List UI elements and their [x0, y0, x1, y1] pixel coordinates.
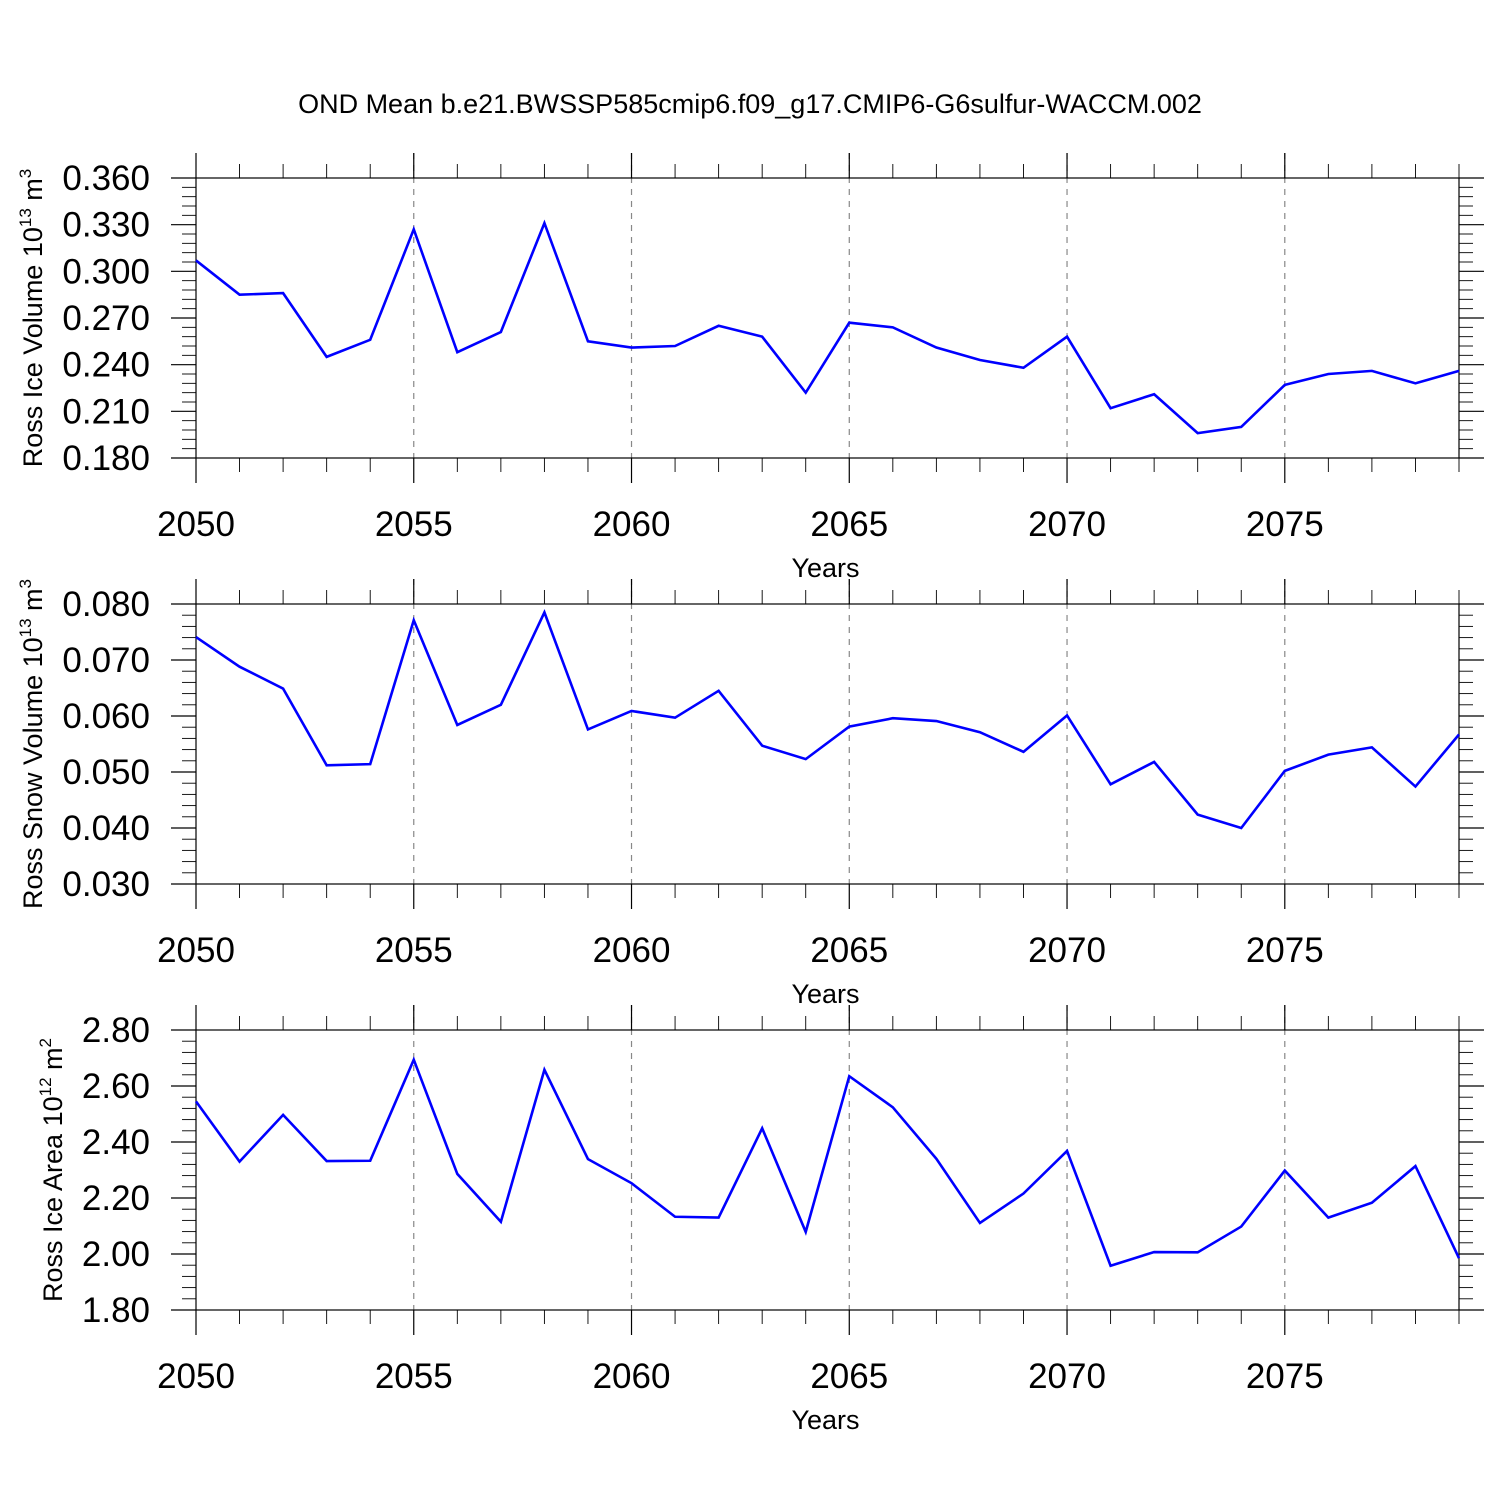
- panel3-x-tick-label-2050: 2050: [157, 1357, 235, 1396]
- panel1-x-tick-label-2065: 2065: [810, 505, 888, 544]
- panel1-series-line: [195, 219, 1460, 435]
- panel3-x-tick-label-2075: 2075: [1246, 1357, 1324, 1396]
- panel-ice-area: 2050 2055 2060 2065 2070 2075 1.80 2.00 2.20 2.40…: [36, 1005, 1484, 1435]
- panel1-plot-frame: [195, 177, 1460, 459]
- panel3-y-axis-label: Ross Ice Area 1012 m2: [36, 1038, 68, 1302]
- panel1-y-tick-label: 0.180: [62, 439, 150, 478]
- panel3-y-tick-label: 2.20: [82, 1179, 150, 1218]
- chart-title: OND Mean b.e21.BWSSP585cmip6.f09_g17.CMI…: [298, 89, 1202, 119]
- panel1-y-tick-label: 0.330: [62, 206, 150, 245]
- panel-snow-volume: 2050 2055 2060 2065 2070 2075 0.030 0.040 0.050 0…: [16, 579, 1484, 1009]
- panel2-y-tick-label: 0.060: [62, 697, 150, 736]
- panel3-series-line: [194, 1056, 1461, 1268]
- panel1-y-tick-label: 0.240: [62, 346, 150, 385]
- panel2-x-tick-label-2075: 2075: [1246, 931, 1324, 970]
- panel2-series-line: [195, 609, 1460, 830]
- panel2-x-tick-label-2070: 2070: [1028, 931, 1106, 970]
- panel2-x-tick-label-2050: 2050: [157, 931, 235, 970]
- panel1-x-tick-label-2075: 2075: [1246, 505, 1324, 544]
- panel2-y-tick-label: 0.080: [62, 585, 150, 624]
- panel2-y-tick-label: 0.070: [62, 641, 150, 680]
- panel3-x-tick-label-2055: 2055: [375, 1357, 453, 1396]
- panel3-x-tick-label-2060: 2060: [593, 1357, 671, 1396]
- panel1-y-axis-label: Ross Ice Volume 1013 m3: [16, 169, 48, 468]
- panel1-x-tick-label-2060: 2060: [593, 505, 671, 544]
- panel3-x-axis-label: Years: [791, 1405, 859, 1435]
- panel1-x-axis-label: Years: [791, 553, 859, 583]
- panel1-y-tick-label: 0.360: [62, 159, 150, 198]
- panel3-y-tick-label: 2.60: [82, 1067, 150, 1106]
- panel1-x-tick-label-2055: 2055: [375, 505, 453, 544]
- panel2-y-tick-label: 0.040: [62, 809, 150, 848]
- panel1-y-tick-label: 0.270: [62, 299, 150, 338]
- panel3-y-tick-label: 2.00: [82, 1235, 150, 1274]
- panel3-x-tick-label-2070: 2070: [1028, 1357, 1106, 1396]
- panel2-x-tick-label-2060: 2060: [593, 931, 671, 970]
- panel2-x-axis-label: Years: [791, 979, 859, 1009]
- panel3-y-tick-label: 2.80: [82, 1011, 150, 1050]
- panel3-plot-frame: [195, 1029, 1460, 1311]
- panel3-x-tick-label-2065: 2065: [810, 1357, 888, 1396]
- panel3-y-tick-label: 1.80: [82, 1291, 150, 1330]
- panel1-x-tick-label-2070: 2070: [1028, 505, 1106, 544]
- panel3-y-tick-label: 2.40: [82, 1123, 150, 1162]
- panel-ice-volume: 2050 2055 2060 2065 2070 2075 0.180 0.210 0.240 0…: [16, 153, 1484, 583]
- panel2-x-tick-label-2055: 2055: [375, 931, 453, 970]
- panel2-plot-frame: [195, 603, 1460, 885]
- panel2-y-tick-label: 0.050: [62, 753, 150, 792]
- panel1-y-tick-label: 0.300: [62, 252, 150, 291]
- panel1-y-tick-label: 0.210: [62, 392, 150, 431]
- panel2-y-tick-label: 0.030: [62, 865, 150, 904]
- panel1-x-tick-label-2050: 2050: [157, 505, 235, 544]
- panel2-y-axis-label: Ross Snow Volume 1013 m3: [16, 579, 48, 909]
- panel2-x-tick-label-2065: 2065: [810, 931, 888, 970]
